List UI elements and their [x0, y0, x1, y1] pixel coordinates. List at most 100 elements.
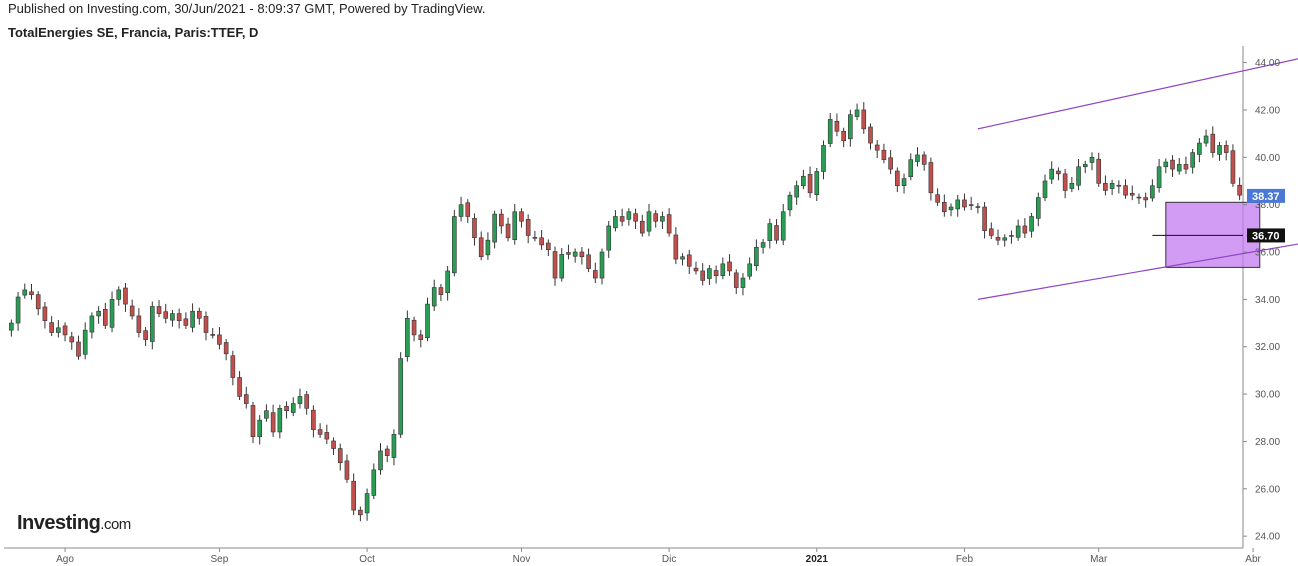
candle-body	[499, 213, 504, 227]
candle-body	[290, 403, 296, 413]
candle-body	[834, 121, 840, 132]
candle	[1170, 155, 1175, 177]
candle-body	[693, 267, 699, 272]
candle-body	[1210, 133, 1216, 153]
candle-body	[378, 450, 383, 471]
candle-body	[1076, 166, 1081, 186]
candle-body	[250, 405, 256, 438]
x-tick-label: Dic	[662, 554, 676, 565]
candle	[418, 329, 424, 348]
candle-body	[364, 493, 370, 514]
candle-body	[995, 237, 1001, 241]
candle-body	[217, 334, 222, 345]
candle	[666, 208, 672, 237]
candle-body	[1109, 183, 1115, 189]
candle-body	[968, 204, 974, 206]
candle-body	[1089, 156, 1095, 163]
candle	[1237, 177, 1242, 201]
candle	[405, 310, 410, 362]
candle	[727, 254, 732, 276]
chart-header: Published on Investing.com, 30/Jun/2021 …	[8, 1, 485, 40]
candle-body	[143, 330, 148, 340]
candle-body	[230, 355, 236, 378]
candle-body	[1069, 183, 1075, 189]
candle-body	[1123, 185, 1128, 196]
candle	[787, 191, 793, 217]
candle-body	[56, 327, 61, 333]
candle	[841, 127, 846, 148]
candle-body	[35, 294, 41, 310]
candle	[915, 147, 920, 167]
candle	[9, 319, 14, 337]
candle-body	[425, 303, 430, 339]
candle	[1156, 158, 1162, 193]
candle	[1210, 126, 1216, 158]
candle-body	[821, 145, 826, 172]
y-tick-label: 26.00	[1255, 484, 1280, 495]
candle	[868, 123, 873, 150]
price-tags: 38.37 36.70	[1247, 188, 1285, 243]
candle	[15, 292, 21, 331]
candle-body	[492, 213, 497, 243]
candle-body	[1183, 164, 1189, 170]
candle	[566, 244, 571, 260]
candle	[116, 286, 122, 306]
investing-logo: Investing.com	[17, 512, 131, 535]
candle	[183, 312, 189, 329]
candle-body	[552, 251, 558, 279]
candle-body	[868, 126, 873, 144]
candle-body	[975, 206, 981, 208]
candle	[143, 327, 148, 347]
candle-body	[257, 419, 262, 438]
candle	[1190, 149, 1195, 174]
candle-body	[740, 277, 746, 288]
candle	[1230, 144, 1236, 187]
candle-body	[1237, 184, 1242, 196]
candle	[1096, 152, 1101, 187]
candle	[1109, 179, 1115, 195]
candle-body	[431, 287, 437, 307]
candle-body	[666, 214, 672, 234]
candlestick-series	[9, 102, 1242, 522]
candle-body	[619, 216, 625, 222]
candle	[559, 247, 565, 282]
chart-annotations	[977, 58, 1298, 300]
candle	[639, 214, 645, 237]
candle	[237, 371, 242, 401]
candle	[89, 312, 95, 339]
candle-body	[948, 206, 954, 211]
candle-body	[572, 251, 578, 257]
y-tick-label: 28.00	[1255, 437, 1280, 448]
candle-body	[827, 119, 833, 144]
candle-body	[190, 310, 195, 328]
candle	[874, 140, 880, 159]
price-axis[interactable]: 44.00 42.00 40.00 38.00 36.00 34.00 32.00 30.00…	[1243, 58, 1280, 543]
candle	[854, 103, 860, 121]
candle-body	[546, 242, 551, 250]
candle-body	[539, 237, 544, 246]
candle	[693, 261, 699, 275]
candle	[297, 388, 303, 409]
candle-body	[62, 325, 68, 336]
candle	[1076, 158, 1081, 191]
candle	[626, 208, 632, 226]
candle-body	[1096, 158, 1101, 184]
candle	[485, 232, 491, 260]
candle	[129, 299, 135, 320]
candle-body	[196, 310, 202, 319]
candle	[1136, 193, 1142, 204]
candle-body	[371, 469, 377, 496]
candle-body	[485, 239, 491, 256]
candle	[760, 238, 766, 254]
time-axis[interactable]: AgoSepOctNovDic2021FebMarAbrMayJun23	[56, 548, 1298, 565]
candle-body	[398, 358, 403, 435]
candle-body	[586, 254, 591, 269]
candle-body	[1049, 168, 1055, 180]
candle	[1062, 168, 1068, 199]
candle	[391, 429, 397, 466]
candle-body	[559, 254, 565, 279]
candle-body	[136, 315, 142, 333]
candle-body	[49, 322, 54, 333]
candle	[700, 263, 705, 286]
